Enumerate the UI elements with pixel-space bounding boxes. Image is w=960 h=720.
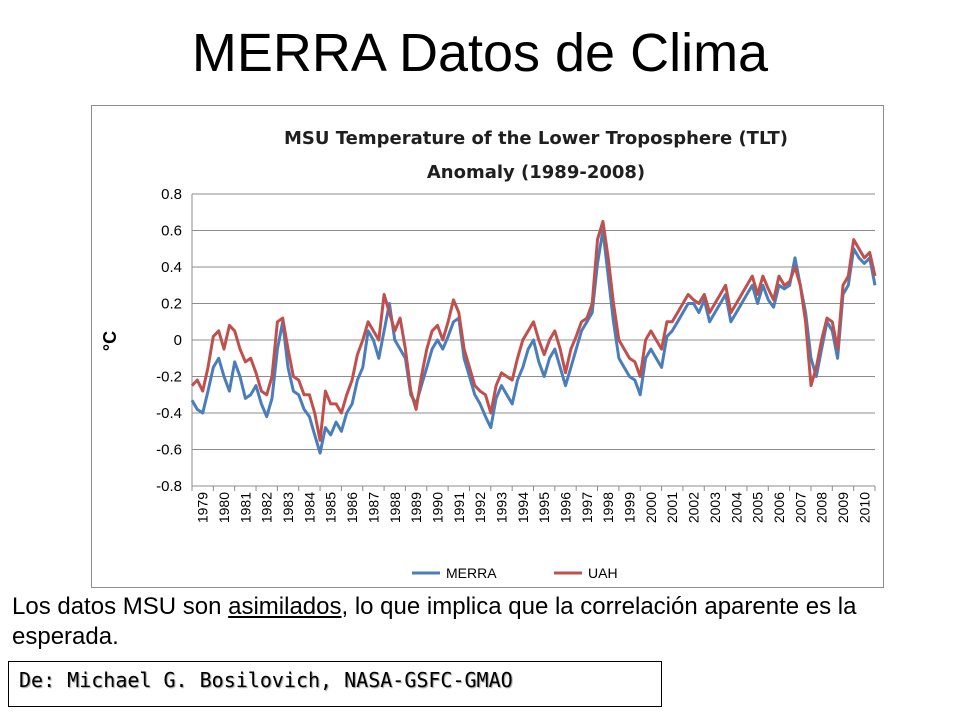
x-tick-label: 1980	[216, 492, 232, 523]
x-tick-label: 1979	[195, 492, 211, 523]
x-tick-label: 1983	[280, 492, 296, 523]
x-tick-label: 1992	[472, 492, 488, 523]
x-tick-label: 1991	[451, 492, 467, 523]
x-tick-label: 1996	[558, 492, 574, 523]
x-tick-label: 1987	[365, 492, 381, 523]
series-line-merra	[190, 229, 877, 455]
x-tick-label: 1999	[622, 492, 638, 523]
x-tick-label: 1995	[536, 492, 552, 523]
y-tick-label: 0	[174, 332, 182, 349]
y-tick-label: -0.8	[156, 478, 182, 495]
x-tick-label: 1989	[408, 492, 424, 523]
x-tick-label: 2005	[750, 492, 766, 523]
y-tick-label: -0.2	[156, 369, 182, 386]
caption-text-start: Los datos MSU son	[12, 593, 229, 620]
x-tick-label: 2001	[664, 492, 680, 523]
credit-box: De: Michael G. Bosilovich, NASA-GSFC-GMA…	[8, 661, 662, 707]
x-tick-label: 1984	[301, 492, 317, 523]
y-tick-label: -0.6	[156, 442, 182, 459]
temperature-line-chart: MSU Temperature of the Lower Troposphere…	[100, 128, 877, 581]
slide-title: MERRA Datos de Clima	[191, 23, 769, 83]
caption-text-end: , lo que implica que la correlación apar…	[12, 593, 857, 650]
x-tick-label: 2007	[792, 492, 808, 523]
legend: MERRA UAH	[412, 565, 618, 581]
x-tick-label: 2002	[686, 492, 702, 523]
caption-underlined-word: asimilados	[228, 593, 342, 620]
x-tick-label: 1997	[579, 492, 595, 523]
y-tick-label: 0.6	[161, 223, 182, 240]
y-tick-label: 0.2	[161, 296, 182, 313]
legend-label-merra: MERRA	[446, 565, 497, 581]
x-tick-label: 2008	[814, 492, 830, 523]
x-tick-label: 2010	[856, 492, 872, 523]
x-tick-label: 1988	[387, 492, 403, 523]
series-lines	[190, 219, 877, 455]
chart-subtitle: Anomaly (1989-2008)	[427, 162, 645, 183]
x-tick-label: 2006	[771, 492, 787, 523]
x-tick-label: 1990	[430, 492, 446, 523]
chart-title: MSU Temperature of the Lower Troposphere…	[284, 128, 788, 149]
x-tick-label: 1982	[259, 492, 275, 523]
x-tick-label: 2003	[707, 492, 723, 523]
x-tick-label: 2000	[643, 492, 659, 523]
x-tick-label: 2009	[835, 492, 851, 523]
series-line-uah	[190, 219, 877, 442]
x-tick-label: 2004	[728, 492, 744, 523]
x-tick-labels: 1979 1980 1981 1982 1983 1984 1985 1986 1987 1988…	[191, 486, 876, 523]
chart-frame: MSU Temperature of the Lower Troposphere…	[91, 105, 884, 588]
y-axis-title: °C	[100, 331, 120, 351]
x-tick-label: 1986	[344, 492, 360, 523]
x-tick-label: 1994	[515, 492, 531, 523]
x-tick-label: 1998	[600, 492, 616, 523]
y-tick-label: 0.4	[161, 259, 182, 276]
x-tick-label: 1985	[323, 492, 339, 523]
y-tick-label: -0.4	[156, 405, 182, 422]
x-tick-label: 1993	[494, 492, 510, 523]
y-tick-label: 0.8	[161, 186, 182, 203]
credit-text: De: Michael G. Bosilovich, NASA-GSFC-GMA…	[19, 668, 513, 692]
y-tick-labels: 0.8 0.6 0.4 0.2 0 -0.2 -0.4 -0.6 -0.8	[156, 186, 182, 495]
x-tick-label: 1981	[237, 492, 253, 523]
legend-label-uah: UAH	[588, 565, 618, 581]
caption: Los datos MSU son asimilados, lo que imp…	[12, 592, 948, 652]
